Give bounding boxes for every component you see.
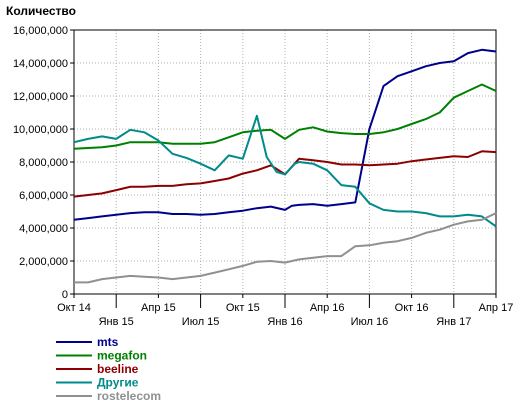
x-tick-label: Янв 17	[436, 316, 471, 328]
legend-label: Другие	[97, 376, 139, 390]
x-tick-label: Апр 15	[141, 302, 176, 314]
legend-label: mts	[97, 335, 119, 349]
x-tick-label: Окт 15	[226, 302, 260, 314]
x-tick-label: Окт 14	[57, 302, 91, 314]
y-tick-label: 12,000,000	[13, 91, 68, 103]
x-tick-label: Янв 16	[267, 316, 302, 328]
x-tick-label: Апр 16	[310, 302, 345, 314]
x-tick-label: Июл 16	[351, 316, 389, 328]
y-tick-label: 8,000,000	[19, 157, 68, 169]
series-line-rostelecom	[74, 212, 497, 284]
y-tick-label: 14,000,000	[13, 58, 68, 70]
x-axis-ticks: Окт 14 Янв 15 Апр 15 Июл 15 Окт 15 Янв 16 Апр …	[57, 294, 513, 328]
y-axis-ticks: 0 2,000,000 4,000,000 6,000,000 8,000,000 10,…	[13, 25, 74, 301]
legend-label: rostelecom	[97, 389, 161, 403]
y-tick-label: 4,000,000	[19, 223, 68, 235]
x-tick-label: Окт 16	[395, 302, 429, 314]
series-line-mts	[73, 48, 497, 221]
series-lines	[73, 48, 497, 284]
y-axis-title: Количество	[6, 4, 76, 18]
legend-label: megafon	[97, 349, 147, 363]
x-tick-label: Апр 17	[479, 302, 514, 314]
y-tick-label: 2,000,000	[19, 256, 68, 268]
y-tick-label: 10,000,000	[13, 124, 68, 136]
series-line-megafon	[73, 83, 497, 150]
x-tick-label: Янв 15	[99, 316, 134, 328]
series-line-Другие	[73, 114, 497, 228]
x-tick-label: Июл 15	[182, 316, 220, 328]
y-tick-label: 16,000,000	[13, 25, 68, 37]
y-tick-label: 6,000,000	[19, 190, 68, 202]
legend-label: beeline	[97, 362, 139, 376]
y-tick-label: 0	[62, 289, 68, 301]
